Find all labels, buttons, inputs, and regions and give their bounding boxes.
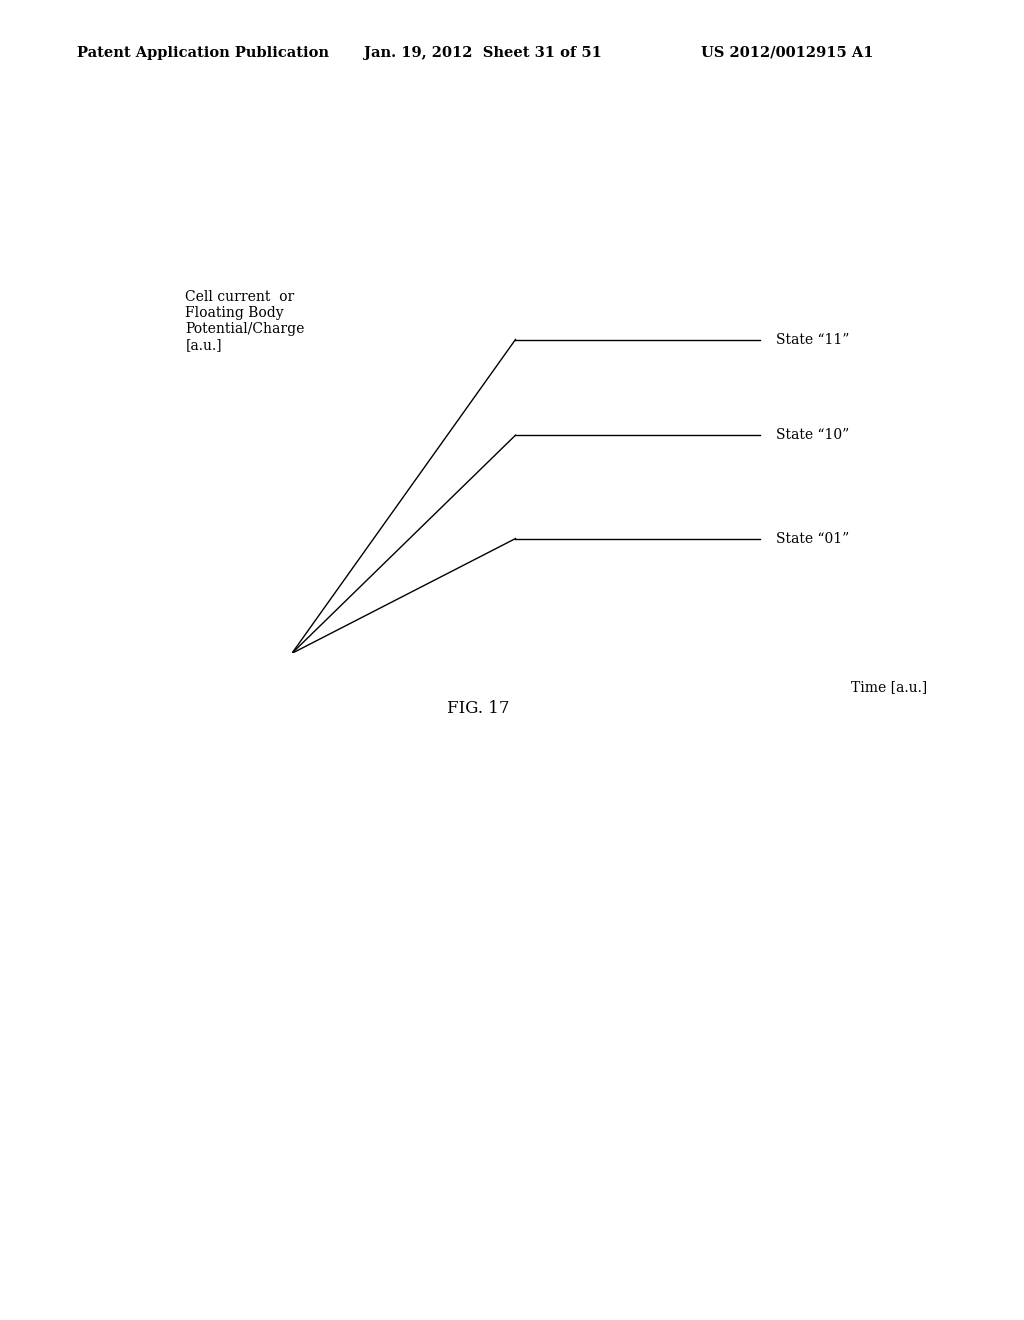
Text: Time [a.u.]: Time [a.u.] — [851, 680, 927, 694]
Text: State “01”: State “01” — [776, 532, 850, 545]
Text: Jan. 19, 2012  Sheet 31 of 51: Jan. 19, 2012 Sheet 31 of 51 — [364, 46, 601, 59]
Text: Cell current  or
Floating Body
Potential/Charge
[a.u.]: Cell current or Floating Body Potential/… — [185, 290, 305, 352]
Text: State “11”: State “11” — [776, 333, 850, 347]
Text: FIG. 17: FIG. 17 — [446, 700, 510, 717]
Text: US 2012/0012915 A1: US 2012/0012915 A1 — [701, 46, 873, 59]
Text: State “10”: State “10” — [776, 428, 850, 442]
Text: Patent Application Publication: Patent Application Publication — [77, 46, 329, 59]
